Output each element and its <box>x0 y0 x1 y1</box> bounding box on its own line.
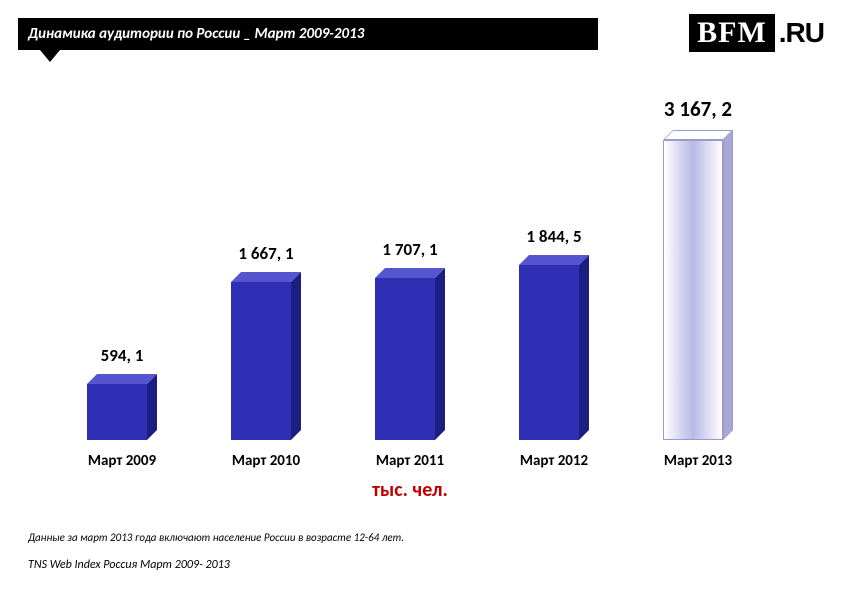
header-bar: Динамика аудитории по России _ Март 2009… <box>18 18 598 50</box>
bar <box>663 130 733 440</box>
category-label: Март 2013 <box>638 452 758 470</box>
bar-value-label: 3 167, 2 <box>664 96 732 122</box>
bar <box>231 272 301 440</box>
header-arrow-icon <box>40 50 60 62</box>
category-labels: Март 2009 Март 2010 Март 2011 Март 2012 Март… <box>50 452 770 470</box>
footnote-data: Данные за март 2013 года включают населе… <box>28 531 404 544</box>
category-label: Март 2012 <box>494 452 614 470</box>
bar-value-label: 1 844, 5 <box>526 226 581 247</box>
bar-value-label: 594, 1 <box>101 345 144 366</box>
footnote-source: TNS Web Index Россия Март 2009- 2013 <box>28 558 230 572</box>
bar-group: 3 167, 2 <box>638 96 758 440</box>
bar <box>519 255 589 440</box>
category-label: Март 2011 <box>350 452 470 470</box>
page-title: Динамика аудитории по России _ Март 2009… <box>28 25 364 43</box>
bar-value-label: 1 707, 1 <box>382 239 437 260</box>
logo-ru: .RU <box>779 17 824 49</box>
logo-bfm: BFM <box>689 14 775 52</box>
bar-value-label: 1 667, 1 <box>238 243 293 264</box>
bar-group: 1 667, 1 <box>206 243 326 440</box>
bar-group: 1 707, 1 <box>350 239 470 440</box>
axis-title: тыс. чел. <box>50 478 770 502</box>
bar-chart: 594, 1 1 667, 1 1 707, 1 1 844, 5 3 167, 2 М… <box>50 80 770 480</box>
bars-row: 594, 11 667, 11 707, 11 844, 53 167, 2 <box>50 120 770 440</box>
bar-group: 1 844, 5 <box>494 226 614 440</box>
bar-group: 594, 1 <box>62 345 182 440</box>
category-label: Март 2010 <box>206 452 326 470</box>
category-label: Март 2009 <box>62 452 182 470</box>
bar <box>375 268 445 440</box>
bar <box>87 374 157 440</box>
site-logo: BFM .RU <box>689 10 824 56</box>
